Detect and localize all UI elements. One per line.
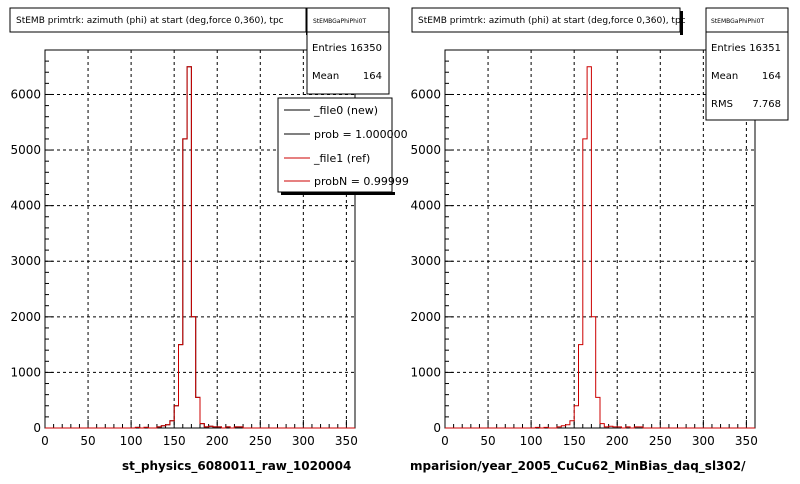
x-tick-label: 0 — [441, 434, 449, 448]
right-series-lines — [445, 66, 755, 429]
legend-label-prob: prob = 1.000000 — [314, 128, 408, 141]
y-tick-label: 1000 — [410, 365, 441, 379]
left-series-lines — [45, 66, 355, 429]
x-tick-label: 0 — [41, 434, 49, 448]
right-stats-mean-label: Mean — [711, 71, 738, 82]
left-title-box: StEMB primtrk: azimuth (phi) at start (d… — [9, 7, 309, 35]
legend-label-file1: _file1 (ref) — [313, 152, 370, 165]
right-histogram-panel: 0 50 100 150 200 250 300 350 0 1000 2000 3000 4000 50… — [410, 7, 789, 474]
right-stats-mean-value: 164 — [762, 71, 781, 82]
right-x-axis-label: mparision/year_2005_CuCu62_MinBias_daq_s… — [410, 459, 746, 474]
x-tick-label: 350 — [335, 434, 358, 448]
legend-label-file0: _file0 (new) — [313, 104, 378, 117]
y-tick-label: 0 — [33, 421, 41, 435]
histogram-series-1 — [45, 66, 355, 429]
x-tick-label: 100 — [120, 434, 143, 448]
right-axis-ticks: 0 50 100 150 200 250 300 350 0 1000 2000 3000 4000 50… — [410, 60, 758, 448]
y-tick-label: 0 — [433, 421, 441, 435]
right-title: StEMB primtrk: azimuth (phi) at start (d… — [418, 16, 686, 26]
y-tick-label: 5000 — [10, 143, 41, 157]
x-tick-label: 250 — [249, 434, 272, 448]
x-tick-label: 300 — [692, 434, 715, 448]
y-tick-label: 4000 — [10, 199, 41, 213]
x-tick-label: 50 — [480, 434, 495, 448]
y-tick-label: 1000 — [10, 365, 41, 379]
y-tick-label: 6000 — [410, 87, 441, 101]
y-tick-label: 3000 — [10, 254, 41, 268]
x-tick-label: 250 — [649, 434, 672, 448]
y-tick-label: 6000 — [10, 87, 41, 101]
left-stats-entries-value: 16350 — [350, 43, 382, 54]
left-axis-ticks: 0 50 100 150 200 250 300 350 0 1000 2000 3000 4000 50… — [10, 60, 358, 448]
left-stats-box: StEMBGaPhiPhi0T Entries 16350 Mean 164 — [306, 7, 390, 95]
y-tick-label: 3000 — [410, 254, 441, 268]
x-tick-label: 350 — [735, 434, 758, 448]
x-tick-label: 200 — [606, 434, 629, 448]
y-tick-label: 2000 — [10, 310, 41, 324]
left-title: StEMB primtrk: azimuth (phi) at start (d… — [16, 16, 284, 26]
x-tick-label: 50 — [80, 434, 95, 448]
right-stats-box: StEMBGaPhiPhi0T Entries 16351 Mean 164 R… — [705, 7, 789, 121]
x-tick-label: 100 — [520, 434, 543, 448]
left-x-axis-label: st_physics_6080011_raw_1020004 — [122, 459, 351, 474]
left-histogram-panel: 0 50 100 150 200 250 300 350 0 1000 2000 3000 4000 50… — [9, 7, 409, 474]
right-stats-header: StEMBGaPhiPhi0T — [711, 18, 764, 25]
right-stats-rms-label: RMS — [711, 99, 733, 110]
right-stats-entries-label: Entries — [711, 43, 746, 54]
y-tick-label: 5000 — [410, 143, 441, 157]
right-stats-rms-value: 7.768 — [752, 99, 781, 110]
x-tick-label: 150 — [163, 434, 186, 448]
x-tick-label: 300 — [292, 434, 315, 448]
y-tick-label: 2000 — [410, 310, 441, 324]
right-title-box: StEMB primtrk: azimuth (phi) at start (d… — [411, 7, 686, 35]
left-legend: _file0 (new) prob = 1.000000 _file1 (ref… — [277, 97, 409, 195]
x-tick-label: 200 — [206, 434, 229, 448]
right-grid — [445, 50, 755, 428]
right-stats-entries-value: 16351 — [749, 43, 781, 54]
x-tick-label: 150 — [563, 434, 586, 448]
left-stats-mean-label: Mean — [312, 71, 339, 82]
left-stats-entries-label: Entries — [312, 43, 347, 54]
y-tick-label: 4000 — [410, 199, 441, 213]
histogram-series-0 — [445, 66, 755, 429]
left-stats-mean-value: 164 — [363, 71, 382, 82]
left-stats-header: StEMBGaPhiPhi0T — [313, 18, 366, 25]
legend-label-probn: probN = 0.99999 — [314, 175, 409, 188]
